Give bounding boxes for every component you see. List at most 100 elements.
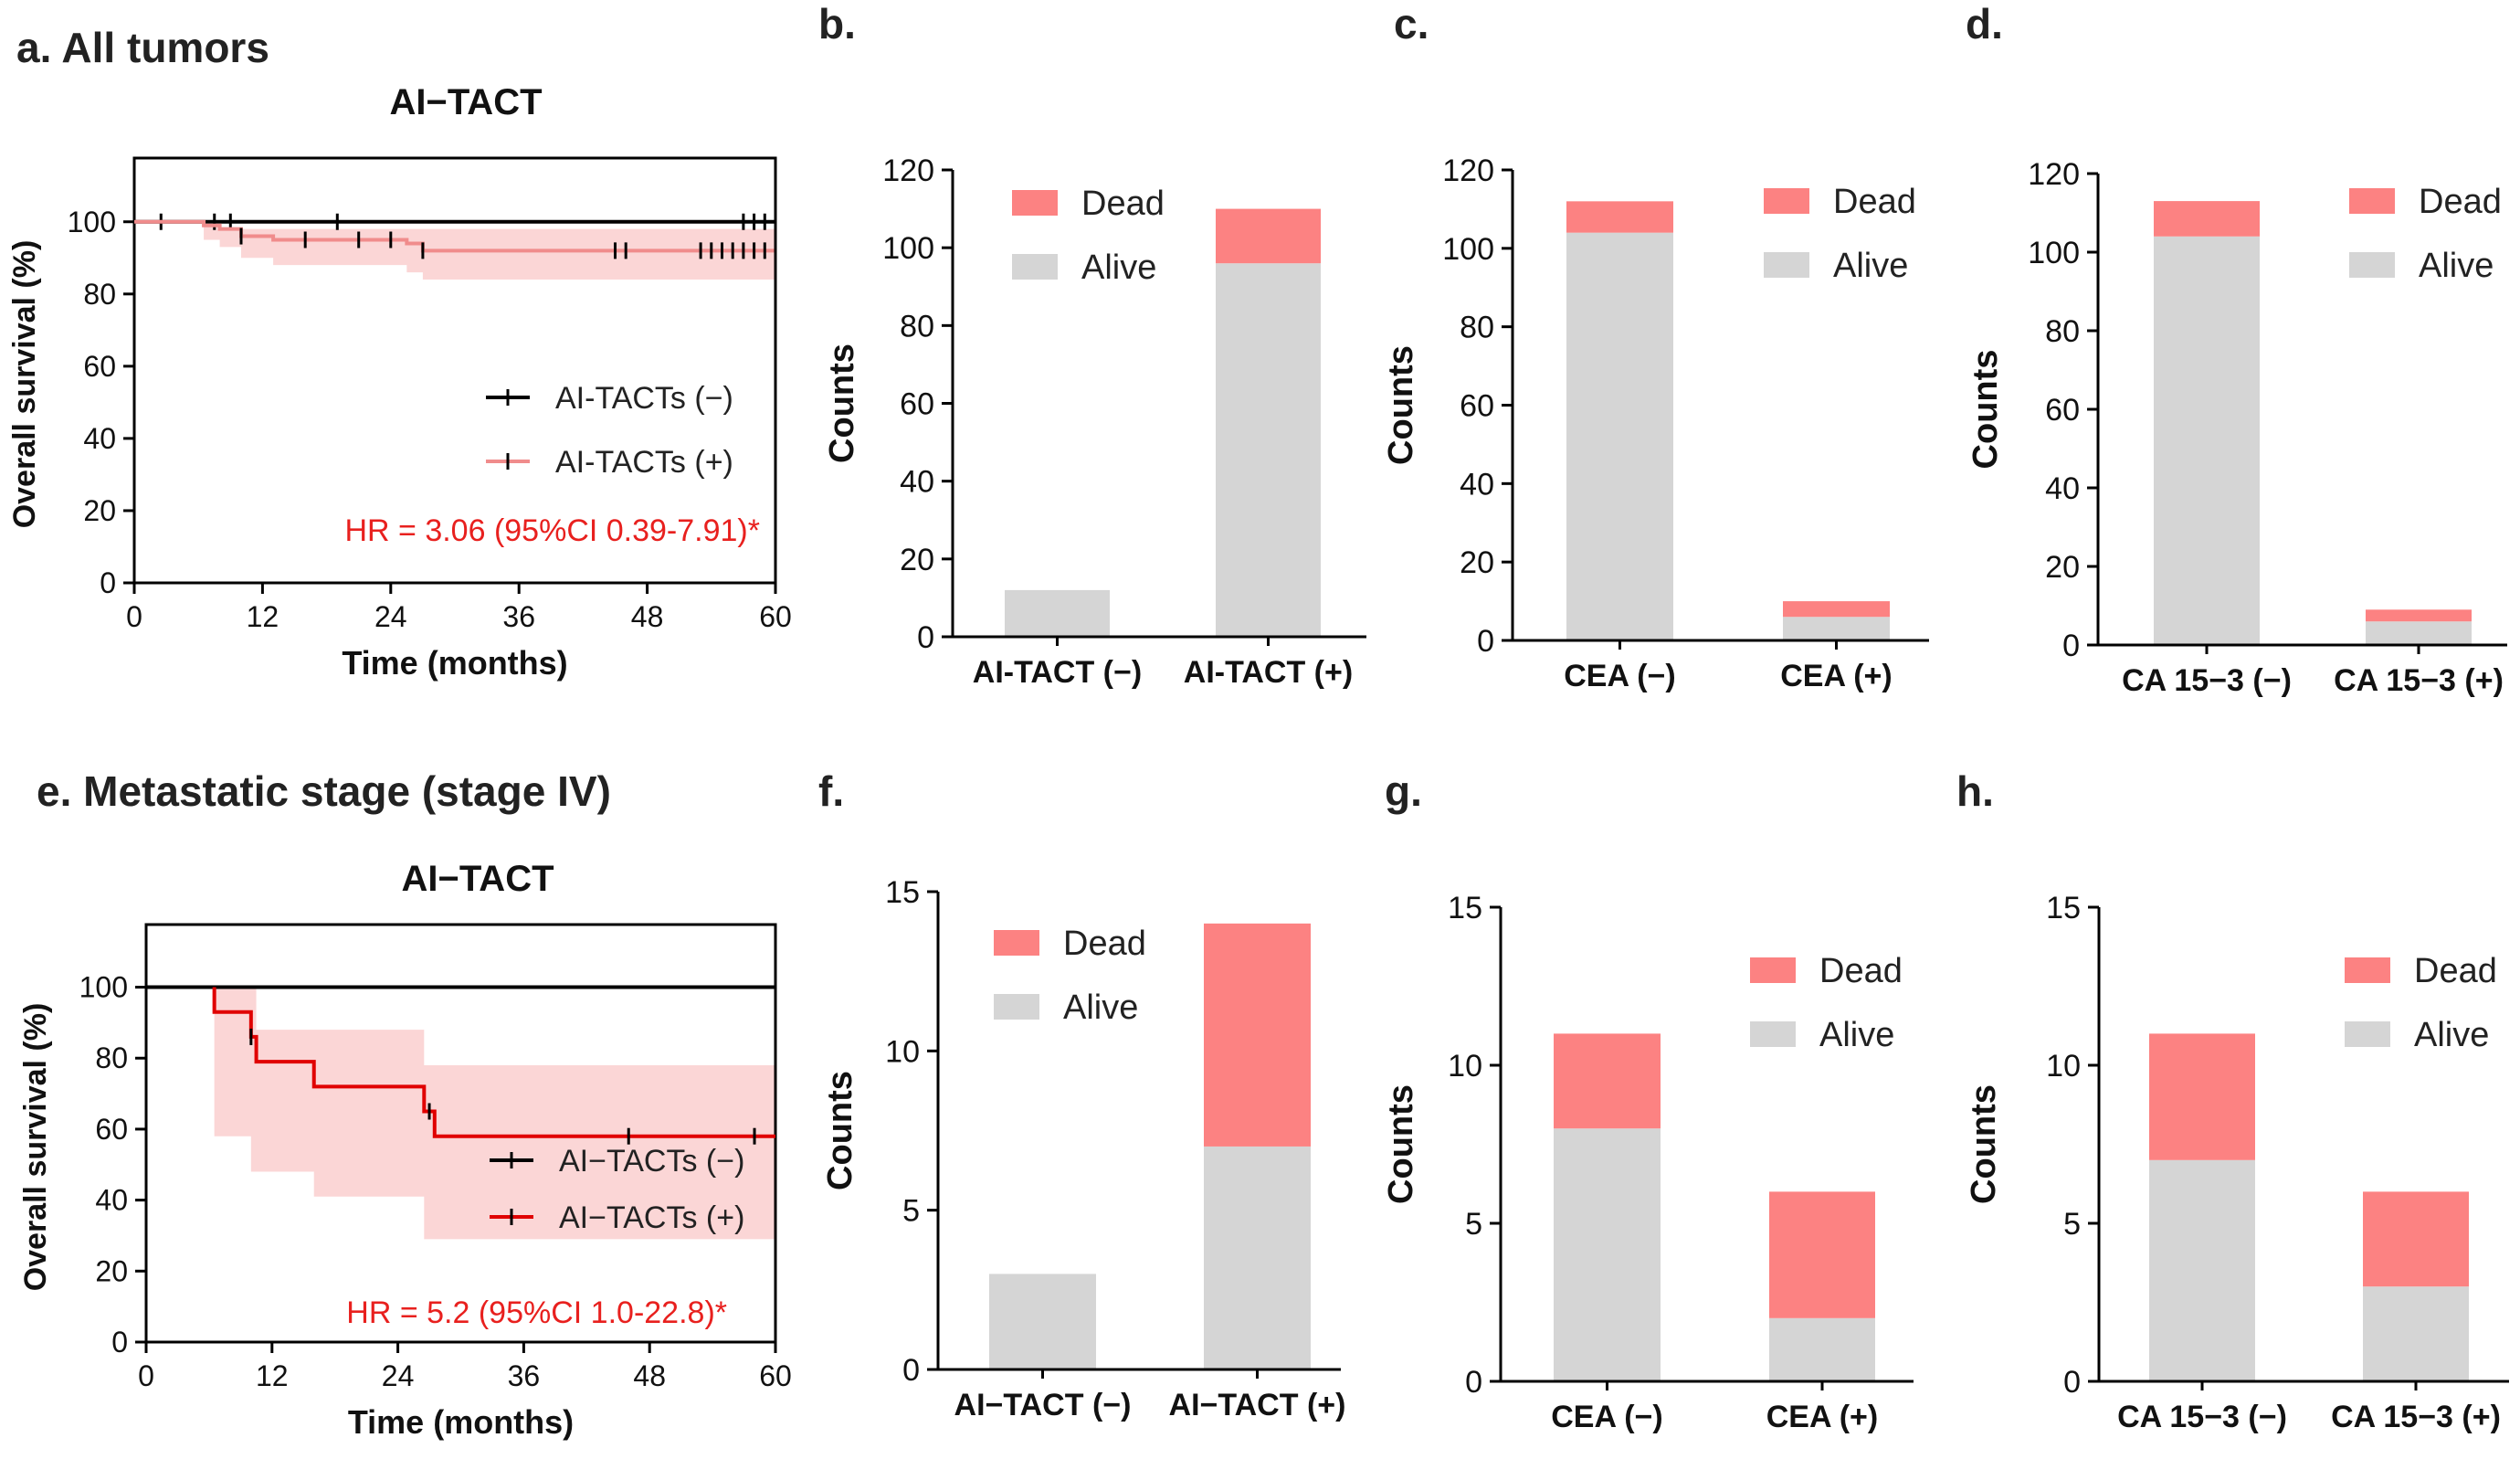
chart-f: AI−TACT (−) AI−TACT (+) 0 5 10 15 Counts Dead Al… xyxy=(821,875,1345,1422)
y-tick-label-2: 40 xyxy=(2045,471,2080,506)
y-tick-label-3: 15 xyxy=(2046,891,2081,925)
legend-label-1: AI−TACTs (−) xyxy=(559,1144,744,1179)
legend-swatch-dead xyxy=(1012,190,1058,216)
y-tick-label-2: 10 xyxy=(2046,1049,2081,1084)
y-tick-label-1: 20 xyxy=(900,543,934,577)
heading-h: h. xyxy=(1956,767,1994,815)
legend-swatch-dead xyxy=(994,930,1039,956)
x-tick-label-2: 24 xyxy=(382,1359,415,1392)
legend-label-dead: Dead xyxy=(1063,925,1146,963)
y-tick-label-1: 5 xyxy=(2063,1207,2081,1242)
chart-e: 0 12 24 36 48 60 0 20 40 60 80 100 AI−TACT Time (mont… xyxy=(18,859,792,1441)
x-tick-label-1: CA 15−3 (−) xyxy=(2122,663,2292,698)
y-tick-label-2: 10 xyxy=(1448,1049,1482,1084)
y-tick-label-5: 100 xyxy=(79,971,128,1004)
legend-swatch-dead xyxy=(1750,957,1796,983)
y-axis-label: Counts xyxy=(823,344,861,463)
y-tick-label-6: 120 xyxy=(1442,153,1494,188)
y-tick-label-4: 80 xyxy=(2045,314,2080,349)
x-tick-label-1: 12 xyxy=(247,600,279,633)
y-tick-label-3: 60 xyxy=(2045,393,2080,428)
y-tick-label-4: 80 xyxy=(83,278,116,311)
legend-label-dead: Dead xyxy=(2414,952,2497,990)
chart-title: AI−TACT xyxy=(389,82,542,122)
y-tick-label-0: 0 xyxy=(1477,624,1494,659)
chart-g: CEA (−) CEA (+) 0 5 10 15 Counts Dead Alive xyxy=(1382,891,1914,1434)
x-tick-label-0: 0 xyxy=(138,1359,154,1392)
y-tick-label-3: 15 xyxy=(1448,891,1482,925)
y-tick-label-0: 0 xyxy=(1465,1365,1482,1400)
legend-swatch-dead xyxy=(2349,188,2395,214)
x-tick-label-4: 48 xyxy=(631,600,664,633)
plot-frame xyxy=(144,923,777,1344)
x-tick-label-2: CEA (+) xyxy=(1780,659,1892,693)
y-tick-label-5: 100 xyxy=(68,206,116,238)
y-tick-label-1: 20 xyxy=(95,1254,128,1287)
bar-alive-1 xyxy=(1566,232,1673,640)
bar-alive-1 xyxy=(2154,236,2260,645)
y-tick-label-6: 120 xyxy=(2028,157,2080,192)
legend-label-dead: Dead xyxy=(1819,952,1903,990)
y-tick-label-1: 20 xyxy=(1460,545,1494,580)
bar-dead-2 xyxy=(1769,1191,1875,1318)
bar-dead-1 xyxy=(1566,201,1673,233)
legend-label-1: AI-TACTs (−) xyxy=(555,381,733,416)
y-tick-label-2: 40 xyxy=(95,1184,128,1217)
y-tick-label-4: 80 xyxy=(95,1041,128,1074)
legend-swatch-dead xyxy=(2345,957,2390,983)
bar-alive-1 xyxy=(2149,1159,2255,1381)
heading-f: f. xyxy=(818,767,844,815)
hazard-ratio-label: HR = 5.2 (95%CI 1.0-22.8)* xyxy=(346,1295,727,1330)
y-tick-label-3: 60 xyxy=(83,350,116,383)
y-axis-label: Overall survival (%) xyxy=(18,1003,53,1292)
plot-frame xyxy=(132,156,777,585)
legend-label-dead: Dead xyxy=(1833,183,1916,221)
curve-positive xyxy=(134,219,775,253)
bar-alive-1 xyxy=(989,1274,1096,1369)
x-tick-label-1: CEA (−) xyxy=(1551,1400,1662,1434)
x-tick-label-1: AI-TACT (−) xyxy=(973,655,1142,690)
y-tick-label-0: 0 xyxy=(100,566,116,599)
x-tick-label-1: AI−TACT (−) xyxy=(954,1388,1132,1422)
legend-swatch-alive xyxy=(2345,1021,2390,1047)
chart-d: CA 15−3 (−) CA 15−3 (+) 0 20 40 60 80 100 120 Cou… xyxy=(1966,157,2507,698)
y-tick-label-3: 15 xyxy=(885,875,920,910)
x-tick-label-3: 36 xyxy=(508,1359,541,1392)
bar-dead-2 xyxy=(2363,1191,2469,1287)
legend-swatch-alive xyxy=(1750,1021,1796,1047)
y-axis-label: Counts xyxy=(1382,1084,1420,1204)
x-tick-label-2: CA 15−3 (+) xyxy=(2334,663,2504,698)
bar-dead-1 xyxy=(2154,201,2260,237)
bar-alive-1 xyxy=(1554,1128,1661,1381)
bar-alive-1 xyxy=(1005,589,1110,637)
legend-swatch-alive xyxy=(2349,252,2395,278)
y-tick-label-2: 10 xyxy=(885,1034,920,1069)
bar-dead-2 xyxy=(1204,923,1311,1147)
y-axis-label: Counts xyxy=(1382,345,1420,465)
bar-alive-2 xyxy=(1783,617,1890,640)
bar-dead-1 xyxy=(2149,1033,2255,1160)
legend-label-alive: Alive xyxy=(2414,1016,2489,1054)
y-tick-label-3: 60 xyxy=(95,1113,128,1146)
bar-alive-2 xyxy=(2366,621,2472,645)
bar-dead-2 xyxy=(2366,609,2472,622)
bar-alive-2 xyxy=(2363,1286,2469,1381)
y-tick-label-1: 5 xyxy=(1465,1207,1482,1242)
x-tick-label-5: 60 xyxy=(759,1359,792,1392)
y-tick-label-3: 60 xyxy=(900,387,934,422)
x-axis-label: Time (months) xyxy=(342,644,567,682)
legend-swatch-alive xyxy=(994,994,1039,1020)
heading-a: a. All tumors xyxy=(16,24,269,71)
chart-title: AI−TACT xyxy=(401,859,554,899)
x-tick-label-2: 24 xyxy=(374,600,407,633)
x-tick-label-0: 0 xyxy=(126,600,142,633)
y-axis-label: Counts xyxy=(821,1071,859,1190)
x-tick-label-2: CA 15−3 (+) xyxy=(2331,1400,2501,1434)
legend-swatch-alive xyxy=(1764,252,1809,278)
bar-dead-2 xyxy=(1216,208,1321,264)
x-tick-label-5: 60 xyxy=(759,600,792,633)
y-axis-label: Counts xyxy=(1966,350,2005,470)
chart-a: 0 12 24 36 48 60 0 20 40 60 80 100 AI−TACT Time (mont… xyxy=(7,82,792,682)
bar-alive-2 xyxy=(1204,1146,1311,1369)
